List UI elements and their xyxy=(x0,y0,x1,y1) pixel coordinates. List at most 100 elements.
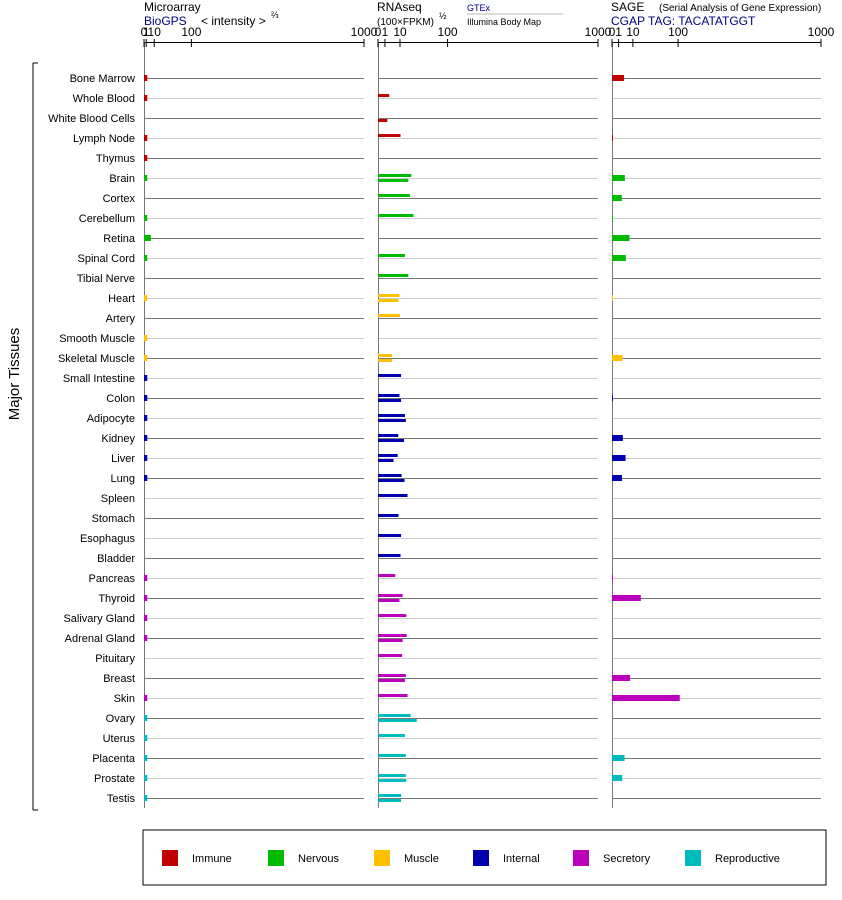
tissue-label-small-intestine: Small Intestine xyxy=(63,373,135,385)
rnaseq-ibm-bar-ovary xyxy=(378,719,417,722)
rnaseq-unit-exponent: ½ xyxy=(439,11,447,21)
sage-tick-label: 100 xyxy=(668,25,688,39)
sage-bar-skeletal-muscle xyxy=(612,355,623,361)
microarray-bar-pancreas xyxy=(144,575,148,581)
sage-bar-kidney xyxy=(612,435,623,441)
sage-bar-placenta xyxy=(612,755,625,761)
microarray-bar-whole-blood xyxy=(144,95,148,101)
sage-bar-cortex xyxy=(612,195,622,201)
microarray-bar-heart xyxy=(144,295,148,301)
microarray-tick-label: 0 xyxy=(141,25,148,39)
rnaseq-ibm-bar-colon xyxy=(378,399,402,402)
rnaseq-gtex-bar-placenta xyxy=(378,754,406,757)
tissue-label-bone-marrow: Bone Marrow xyxy=(70,73,135,85)
microarray-bar-retina xyxy=(144,235,151,241)
tissue-label-lymph-node: Lymph Node xyxy=(73,133,135,145)
sage-bar-brain xyxy=(612,175,625,181)
microarray-bar-smooth-muscle xyxy=(144,335,148,341)
tissue-label-adrenal-gland: Adrenal Gland xyxy=(65,633,135,645)
tissue-label-stomach: Stomach xyxy=(92,513,135,525)
microarray-header: Microarray BioGPS < intensity > ⅔ xyxy=(144,0,279,28)
rnaseq-gtex-bar-kidney xyxy=(378,434,399,437)
rnaseq-gtex-bar-pituitary xyxy=(378,654,403,657)
rnaseq-ibm-bar-adipocyte xyxy=(378,419,406,422)
microarray-bar-thyroid xyxy=(144,595,148,601)
microarray-bar-cerebellum xyxy=(144,215,148,221)
sage-bar-cerebellum xyxy=(612,215,613,221)
microarray-tick-label: 1000 xyxy=(351,25,378,39)
sage-bar-breast xyxy=(612,675,631,681)
rnaseq-gtex-bar-skin xyxy=(378,694,408,697)
rnaseq-ibm-bar-kidney xyxy=(378,439,405,442)
legend-swatch-internal xyxy=(473,850,489,866)
rnaseq-header: RNAseq (100×FPKM) ½ GTEx Illumina Body M… xyxy=(377,0,563,28)
tissue-label-spleen: Spleen xyxy=(101,493,135,505)
rnaseq-gtex-bar-cerebellum xyxy=(378,214,414,217)
microarray-bar-ovary xyxy=(144,715,148,721)
microarray-bar-skeletal-muscle xyxy=(144,355,148,361)
legend-label-secretory: Secretory xyxy=(603,853,651,865)
rnaseq-ibm-bar-prostate xyxy=(378,779,407,782)
tissue-label-white-blood-cells: White Blood Cells xyxy=(48,113,135,125)
rnaseq-tick-label: 100 xyxy=(438,25,458,39)
tissue-label-whole-blood: Whole Blood xyxy=(73,93,135,105)
rnaseq-tick-label: 0 xyxy=(375,25,382,39)
microarray-bar-liver xyxy=(144,455,148,461)
microarray-unit: < intensity > xyxy=(201,14,266,28)
sage-source: CGAP xyxy=(611,14,645,28)
sage-title: SAGE xyxy=(611,0,644,14)
tissue-label-breast: Breast xyxy=(103,673,135,685)
tissue-label-colon: Colon xyxy=(106,393,135,405)
rnaseq-gtex-bar-testis xyxy=(378,794,402,797)
microarray-bar-brain xyxy=(144,175,148,181)
rnaseq-gtex-bar-uterus xyxy=(378,734,405,737)
legend-label-internal: Internal xyxy=(503,853,540,865)
rnaseq-gtex-bar-lung xyxy=(378,474,402,477)
tissue-label-brain: Brain xyxy=(109,173,135,185)
microarray-bar-testis xyxy=(144,795,148,801)
rnaseq-gtex-bar-lymph-node xyxy=(378,134,401,137)
microarray-bar-skin xyxy=(144,695,148,701)
rnaseq-gtex-bar-prostate xyxy=(378,774,406,777)
microarray-bar-lymph-node xyxy=(144,135,148,141)
tissue-label-liver: Liver xyxy=(111,453,135,465)
microarray-bar-adipocyte xyxy=(144,415,148,421)
sage-tick-label: 1 xyxy=(615,25,622,39)
tissue-label-cortex: Cortex xyxy=(103,193,136,205)
tissue-label-artery: Artery xyxy=(106,313,136,325)
rnaseq-gtex-bar-spleen xyxy=(378,494,408,497)
tissue-label-salivary-gland: Salivary Gland xyxy=(63,613,135,625)
sage-header: SAGE (Serial Analysis of Gene Expression… xyxy=(611,0,821,28)
sage-bar-prostate xyxy=(612,775,623,781)
sage-bar-retina xyxy=(612,235,630,241)
rnaseq-ibm-bar-testis xyxy=(378,799,402,802)
tissue-label-retina: Retina xyxy=(103,233,136,245)
sage-bar-lymph-node xyxy=(612,135,613,141)
microarray-unit-exponent: ⅔ xyxy=(271,10,279,20)
microarray-bar-placenta xyxy=(144,755,148,761)
rnaseq-gtex-bar-spinal-cord xyxy=(378,254,405,257)
rnaseq-gtex-bar-bladder xyxy=(378,554,401,557)
tissue-labels: Bone Marrow Whole Blood White Blood Cells L… xyxy=(48,73,136,805)
rnaseq-ibm-bar-white-blood-cells xyxy=(378,119,388,122)
rnaseq-gtex-bar-adrenal-gland xyxy=(378,634,407,637)
sage-bar-colon xyxy=(612,395,613,401)
rnaseq-source-ibm: Illumina Body Map xyxy=(467,17,541,27)
rnaseq-gtex-bar-pancreas xyxy=(378,574,396,577)
sage-subtitle: (Serial Analysis of Gene Expression) xyxy=(659,3,821,14)
rnaseq-gtex-bar-ovary xyxy=(378,714,411,717)
tissue-label-bladder: Bladder xyxy=(97,553,135,565)
tissue-label-prostate: Prostate xyxy=(94,773,135,785)
tissue-label-thyroid: Thyroid xyxy=(98,593,135,605)
microarray-bar-prostate xyxy=(144,775,148,781)
microarray-tick-label: 100 xyxy=(181,25,201,39)
tissue-label-smooth-muscle: Smooth Muscle xyxy=(59,333,135,345)
rnaseq-unit: (100×FPKM) xyxy=(377,17,434,28)
sage-bar-heart xyxy=(612,295,613,301)
microarray-title: Microarray xyxy=(144,0,201,14)
rnaseq-tick-label: 1 xyxy=(382,25,389,39)
rnaseq-gtex-bar-brain xyxy=(378,174,412,177)
sage-bar-lung xyxy=(612,475,623,481)
microarray-bar-salivary-gland xyxy=(144,615,148,621)
